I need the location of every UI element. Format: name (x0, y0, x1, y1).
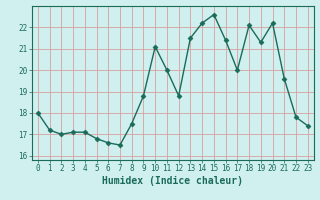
X-axis label: Humidex (Indice chaleur): Humidex (Indice chaleur) (102, 176, 243, 186)
